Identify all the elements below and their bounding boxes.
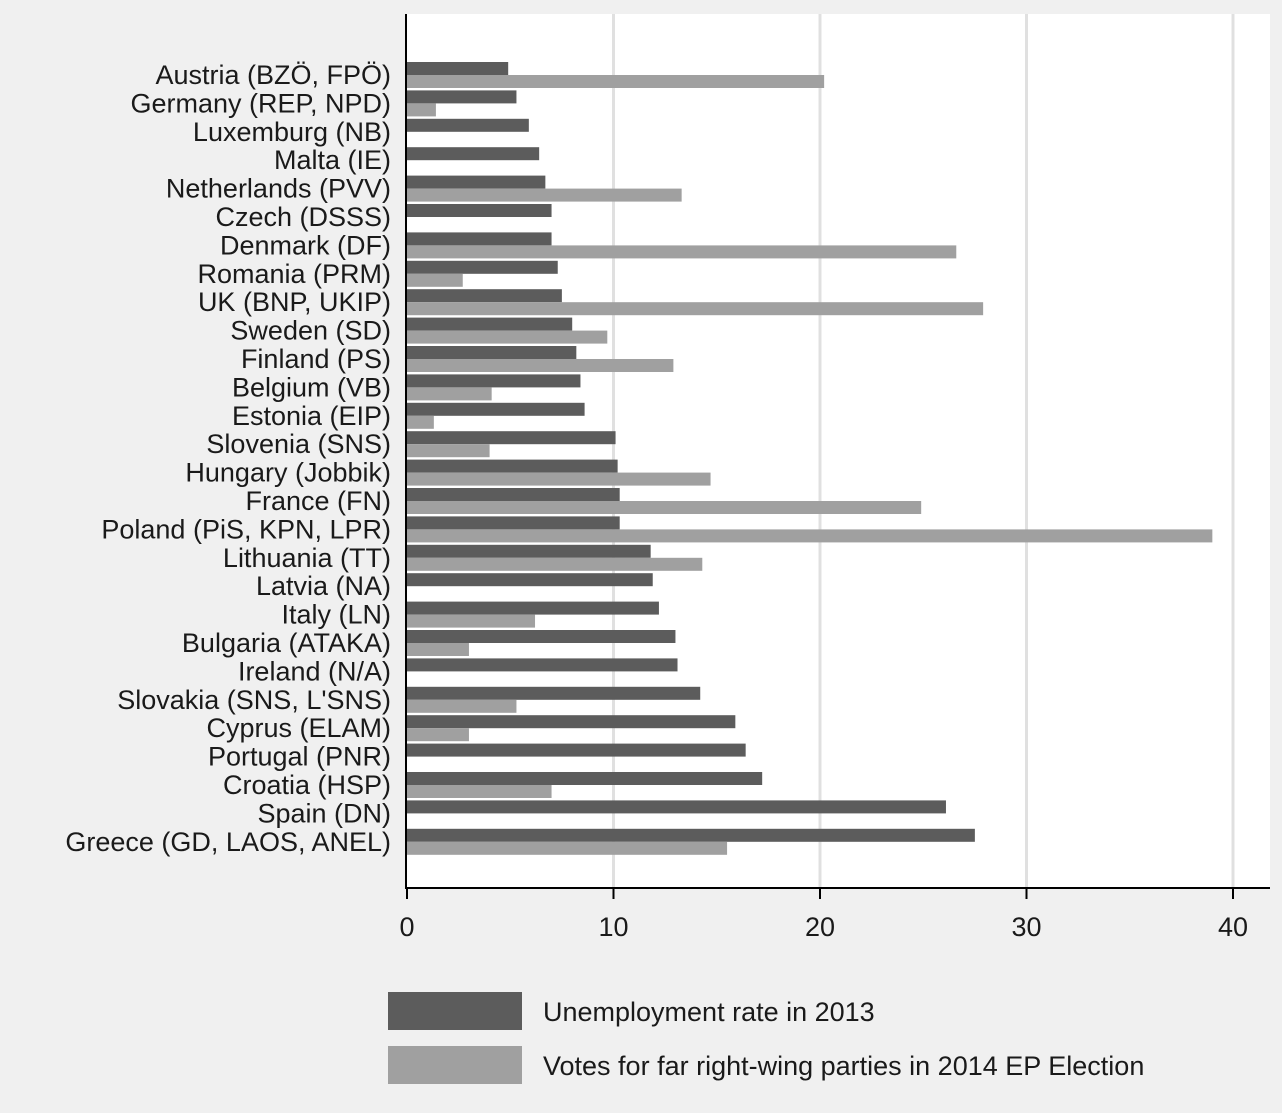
bar-votes-13: [407, 444, 490, 458]
category-label: Germany (REP, NPD): [130, 88, 391, 118]
category-labels: Austria (BZÖ, FPÖ)Germany (REP, NPD)Luxe…: [65, 60, 391, 857]
category-label: Croatia (HSP): [223, 770, 391, 800]
bar-unemployment-3: [407, 147, 540, 161]
category-label: Bulgaria (ATAKA): [182, 628, 391, 658]
bar-unemployment-22: [407, 686, 701, 700]
bar-unemployment-6: [407, 232, 552, 246]
bar-unemployment-13: [407, 431, 616, 445]
legend: Unemployment rate in 2013 Votes for far r…: [388, 992, 1144, 1084]
category-label: Slovakia (SNS, L'SNS): [117, 685, 391, 715]
bar-votes-25: [407, 785, 552, 798]
category-label: Italy (LN): [281, 600, 391, 630]
bar-unemployment-8: [407, 289, 562, 303]
bar-votes-15: [407, 501, 922, 514]
bar-unemployment-4: [407, 175, 546, 189]
x-tick-label: 20: [805, 912, 835, 942]
bar-votes-16: [407, 529, 1213, 543]
category-label: Portugal (PNR): [208, 742, 391, 772]
bars: [407, 62, 1213, 855]
bar-votes-20: [407, 643, 469, 656]
bar-votes-23: [407, 728, 469, 742]
gridlines: [612, 14, 1235, 888]
category-label: Estonia (EIP): [232, 401, 391, 431]
category-label: UK (BNP, UKIP): [198, 287, 391, 317]
x-axis-ticks: 0 10 20 30 40: [399, 888, 1248, 942]
bar-unemployment-16: [407, 516, 620, 530]
category-label: Belgium (VB): [232, 372, 391, 402]
category-label: Spain (DN): [257, 798, 391, 828]
category-label: Greece (GD, LAOS, ANEL): [65, 827, 391, 857]
bar-votes-12: [407, 415, 434, 429]
bar-votes-6: [407, 245, 957, 259]
bar-votes-14: [407, 472, 711, 486]
bar-votes-8: [407, 302, 984, 316]
bar-votes-19: [407, 614, 536, 628]
category-label: Austria (BZÖ, FPÖ): [155, 60, 391, 90]
category-label: Malta (IE): [274, 145, 391, 175]
category-label: Sweden (SD): [230, 316, 391, 346]
bar-votes-27: [407, 841, 728, 855]
category-label: Poland (PiS, KPN, LPR): [101, 514, 391, 544]
bar-unemployment-27: [407, 828, 975, 842]
bar-unemployment-7: [407, 260, 558, 274]
bar-unemployment-21: [407, 658, 678, 672]
category-label: Luxemburg (NB): [193, 117, 391, 147]
bar-unemployment-24: [407, 743, 746, 757]
bar-votes-11: [407, 387, 492, 401]
bar-unemployment-12: [407, 402, 585, 416]
category-label: Cyprus (ELAM): [206, 713, 391, 743]
bar-unemployment-15: [407, 488, 620, 501]
bar-votes-0: [407, 75, 825, 88]
bar-unemployment-14: [407, 459, 618, 473]
category-label: Romania (PRM): [197, 259, 391, 289]
bar-unemployment-19: [407, 601, 659, 615]
bar-votes-17: [407, 557, 703, 571]
bar-votes-7: [407, 273, 463, 287]
bar-votes-10: [407, 359, 674, 372]
category-label: Ireland (N/A): [238, 656, 391, 686]
bar-votes-1: [407, 103, 436, 117]
legend-swatch-1: [388, 1046, 522, 1084]
bar-votes-9: [407, 330, 608, 344]
axes: [405, 14, 1270, 889]
bar-unemployment-9: [407, 317, 573, 331]
bar-unemployment-1: [407, 90, 517, 104]
category-label: Denmark (DF): [220, 230, 391, 260]
bar-unemployment-10: [407, 346, 577, 359]
bar-unemployment-25: [407, 772, 763, 785]
bar-unemployment-20: [407, 630, 676, 643]
category-label: Latvia (NA): [256, 571, 391, 601]
x-tick-label: 40: [1218, 912, 1248, 942]
bar-unemployment-0: [407, 62, 509, 75]
legend-label-1: Votes for far right-wing parties in 2014…: [543, 1051, 1144, 1081]
category-label: France (FN): [245, 486, 391, 516]
bar-votes-4: [407, 188, 682, 202]
plot-area: [406, 14, 1270, 888]
legend-swatch-0: [388, 992, 522, 1030]
bar-unemployment-5: [407, 204, 552, 217]
category-label: Hungary (Jobbik): [185, 458, 391, 488]
bar-unemployment-17: [407, 544, 651, 558]
category-label: Finland (PS): [241, 344, 391, 374]
bar-unemployment-2: [407, 118, 529, 132]
legend-label-0: Unemployment rate in 2013: [543, 997, 875, 1027]
category-label: Netherlands (PVV): [166, 174, 391, 204]
bar-votes-22: [407, 699, 517, 713]
category-label: Slovenia (SNS): [206, 429, 391, 459]
x-tick-label: 10: [598, 912, 628, 942]
bar-unemployment-26: [407, 800, 946, 814]
x-tick-label: 0: [399, 912, 414, 942]
bar-unemployment-18: [407, 573, 653, 587]
bar-unemployment-23: [407, 715, 736, 729]
category-label: Czech (DSSS): [215, 202, 391, 232]
category-label: Lithuania (TT): [223, 543, 391, 573]
x-tick-label: 30: [1011, 912, 1041, 942]
bar-unemployment-11: [407, 374, 581, 388]
